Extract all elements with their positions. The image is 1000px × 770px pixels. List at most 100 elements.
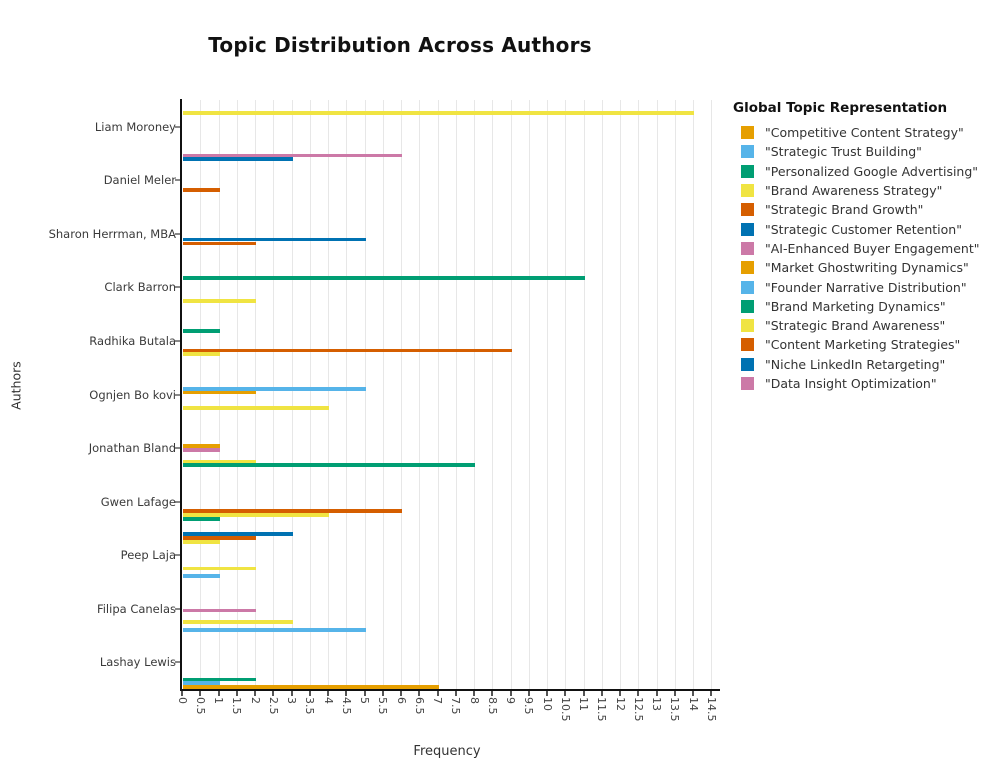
author-label: Ognjen Bo kovi: [89, 387, 176, 402]
bar[interactable]: [183, 608, 256, 613]
bar[interactable]: [183, 329, 220, 334]
x-tick-label: 2.5: [266, 697, 280, 715]
x-tick-label: 14.5: [704, 697, 718, 722]
x-axis-line: [180, 689, 720, 691]
x-tick-mark: [710, 691, 713, 696]
legend-swatch-icon: [741, 126, 754, 140]
bar[interactable]: [183, 459, 256, 464]
bar[interactable]: [183, 348, 512, 353]
x-tick-label: 10: [540, 697, 554, 711]
bar[interactable]: [183, 627, 366, 632]
bar[interactable]: [183, 566, 256, 571]
x-gridline: [291, 100, 293, 689]
bar[interactable]: [183, 157, 293, 162]
x-tick-mark: [655, 691, 658, 696]
x-tick-label: 0: [175, 697, 189, 704]
author-label: Jonathan Bland: [88, 441, 176, 456]
legend-item-label: "Competitive Content Strategy": [765, 125, 964, 141]
bar[interactable]: [183, 620, 293, 624]
bar[interactable]: [183, 444, 220, 449]
legend-title: Global Topic Representation: [733, 100, 948, 116]
legend-item[interactable]: "Founder Narrative Distribution": [730, 277, 996, 296]
author-label: Liam Moroney: [94, 119, 176, 134]
x-tick-mark: [436, 691, 439, 696]
bar[interactable]: [183, 298, 256, 303]
legend-item[interactable]: "Competitive Content Strategy": [730, 123, 996, 142]
legend-swatch-icon: [741, 280, 754, 294]
x-gridline: [273, 100, 275, 689]
x-tick-label: 1.5: [230, 697, 244, 715]
x-tick-mark: [235, 691, 238, 696]
x-gridline: [638, 100, 640, 689]
bar[interactable]: [183, 111, 694, 116]
bar[interactable]: [183, 386, 366, 391]
legend-item[interactable]: "AI-Enhanced Buyer Engagement": [730, 239, 996, 258]
x-gridline: [309, 100, 311, 689]
x-tick-mark: [272, 691, 275, 696]
chart-title: Topic Distribution Across Authors: [208, 33, 592, 57]
x-tick-mark: [327, 691, 329, 696]
x-tick-mark: [400, 691, 402, 696]
legend-swatch-icon: [741, 184, 754, 198]
y-tick-mark: [175, 554, 181, 557]
legend-item[interactable]: "Personalized Google Advertising": [730, 162, 996, 181]
x-gridline: [601, 100, 603, 689]
y-tick-mark: [175, 661, 181, 664]
legend-item[interactable]: "Data Insight Optimization": [730, 374, 996, 393]
bar[interactable]: [183, 352, 220, 357]
bar[interactable]: [183, 539, 220, 544]
legend-item[interactable]: "Strategic Brand Growth": [730, 200, 996, 219]
bar[interactable]: [183, 532, 293, 536]
x-gridline: [346, 100, 348, 689]
x-gridline: [510, 100, 512, 689]
legend-item[interactable]: "Strategic Brand Awareness": [730, 316, 996, 335]
bar[interactable]: [183, 681, 220, 686]
bar[interactable]: [183, 237, 366, 242]
bar[interactable]: [183, 536, 256, 540]
bar[interactable]: [183, 685, 439, 689]
legend-item[interactable]: "Content Marketing Strategies": [730, 335, 996, 354]
x-tick-label: 7.5: [449, 697, 463, 715]
legend-item[interactable]: "Niche LinkedIn Retargeting": [730, 355, 996, 374]
legend-item[interactable]: "Strategic Trust Building": [730, 142, 996, 161]
x-gridline: [419, 100, 421, 689]
legend-swatch-icon: [741, 222, 754, 236]
bar[interactable]: [183, 275, 585, 280]
y-tick-mark: [175, 447, 181, 450]
bar[interactable]: [183, 448, 220, 452]
bar[interactable]: [183, 390, 256, 395]
bar[interactable]: [183, 677, 256, 682]
bar[interactable]: [183, 187, 220, 192]
legend-item[interactable]: "Brand Awareness Strategy": [730, 181, 996, 200]
x-gridline: [620, 100, 621, 689]
legend-item[interactable]: "Brand Marketing Dynamics": [730, 297, 996, 316]
legend-swatch-icon: [741, 299, 754, 313]
legend-item-label: "Strategic Brand Growth": [765, 202, 924, 218]
x-gridline: [455, 100, 457, 689]
bar[interactable]: [183, 574, 220, 579]
author-label: Radhika Butala: [89, 333, 176, 348]
bar[interactable]: [183, 153, 402, 158]
bar[interactable]: [183, 463, 475, 468]
bar[interactable]: [183, 241, 256, 246]
x-tick-mark: [217, 691, 220, 696]
bar[interactable]: [183, 509, 402, 514]
x-tick-mark: [473, 691, 475, 696]
legend: Global Topic Representation "Competitive…: [730, 100, 996, 393]
x-gridline: [547, 100, 548, 689]
bar[interactable]: [183, 405, 329, 410]
x-tick-mark: [418, 691, 421, 696]
x-tick-label: 11: [577, 697, 590, 711]
x-tick-mark: [637, 691, 640, 696]
x-tick-label: 2: [248, 697, 262, 704]
legend-item[interactable]: "Market Ghostwriting Dynamics": [730, 258, 996, 277]
x-tick-label: 1: [212, 697, 225, 704]
x-tick-label: 11.5: [595, 697, 609, 722]
legend-item-label: "Personalized Google Advertising": [765, 163, 979, 179]
bar[interactable]: [183, 516, 220, 521]
bar[interactable]: [183, 513, 329, 517]
legend-item[interactable]: "Strategic Customer Retention": [730, 219, 996, 238]
x-tick-mark: [546, 691, 548, 696]
legend-item-label: "AI-Enhanced Buyer Engagement": [765, 240, 980, 256]
